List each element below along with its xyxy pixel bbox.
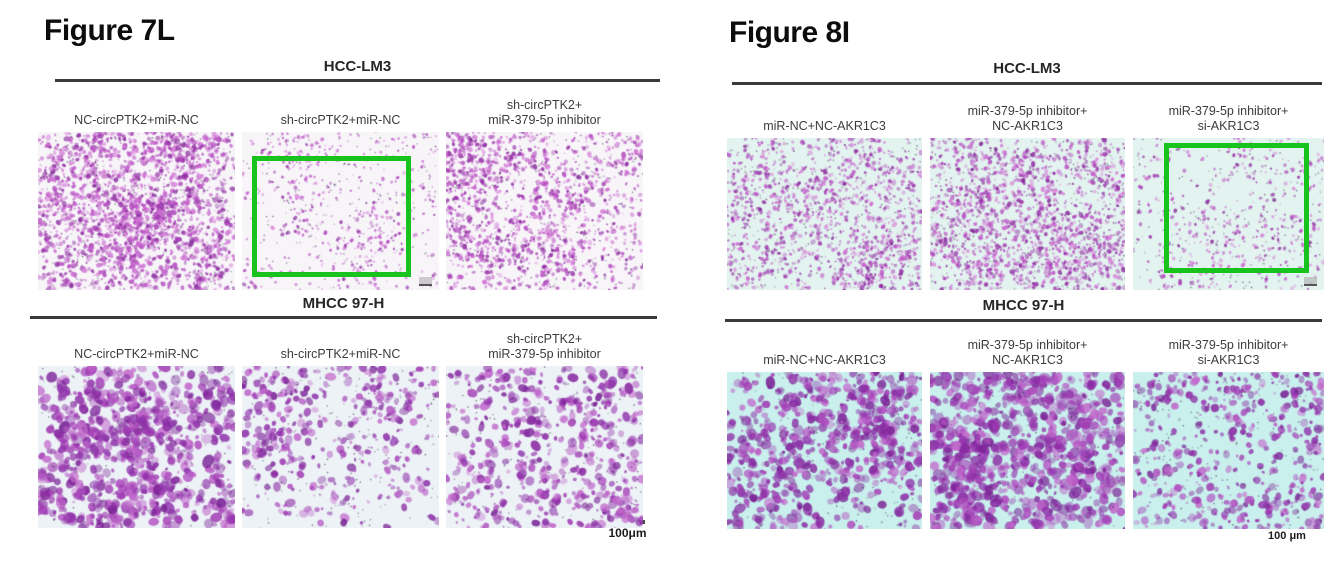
figure-8i-mhcc-97h-underline — [725, 319, 1322, 322]
figure-8i-row2-panel1-micrograph — [727, 372, 922, 529]
figure-7l-row1-panel3-micrograph — [446, 132, 643, 290]
figure-7l-row2-panel3-micrograph — [446, 366, 643, 528]
figure-8i-mhcc-97h-title: MHCC 97-H — [982, 297, 1065, 314]
figure-7l-mhcc-97h-title: MHCC 97-H — [302, 295, 385, 312]
figure-8i-row2-panel2-label: miR-379-5p inhibitor+ NC-AKR1C3 — [967, 337, 1088, 367]
figure-7l-row2-panel1-micrograph — [38, 366, 235, 528]
green-highlight-box — [1163, 142, 1309, 274]
scale-bar-label: 100 μm — [1268, 529, 1306, 542]
figure-8i-row2-panel3-label: miR-379-5p inhibitor+ si-AKR1C3 — [1168, 337, 1289, 367]
figure-8i-row1-panel1-micrograph — [727, 138, 922, 290]
figure-7l-hcc-lm3-underline — [55, 79, 660, 82]
embedded-scale-mark — [1304, 277, 1317, 286]
figure-7l-mhcc-97h-underline — [30, 316, 657, 319]
green-highlight-box — [251, 155, 412, 278]
figure-7l-row2-panel2-label: sh-circPTK2+miR-NC — [280, 346, 401, 361]
scale-bar-label: 100μm — [608, 525, 647, 540]
figure-8i-row1-panel3-label: miR-379-5p inhibitor+ si-AKR1C3 — [1168, 103, 1289, 133]
figure-7l-row1-panel3-label: sh-circPTK2+ miR-379-5p inhibitor — [488, 97, 601, 127]
figure-8i-row2-panel3-micrograph — [1133, 372, 1324, 529]
figure-8i-row2-panel1-label: miR-NC+NC-AKR1C3 — [763, 352, 886, 367]
figure-7l-row1-panel1-micrograph — [38, 132, 235, 290]
figure-8i-row1-panel1-label: miR-NC+NC-AKR1C3 — [763, 118, 886, 133]
embedded-scale-mark — [419, 277, 432, 286]
figure-8i-hcc-lm3-title: HCC-LM3 — [993, 60, 1061, 77]
figure-7l-row2-panel2-micrograph — [242, 366, 439, 528]
figure-7l-title: Figure 7L — [44, 14, 175, 47]
figure-7l-row2-panel1-label: NC-circPTK2+miR-NC — [74, 346, 199, 361]
figure-8i-hcc-lm3-underline — [732, 82, 1322, 85]
figure-7l-row1-panel1-label: NC-circPTK2+miR-NC — [74, 112, 199, 127]
figure-7l-row1-panel2-label: sh-circPTK2+miR-NC — [280, 112, 401, 127]
figure-8i-row1-panel2-label: miR-379-5p inhibitor+ NC-AKR1C3 — [967, 103, 1088, 133]
figure-8i-row1-panel2-micrograph — [930, 138, 1125, 290]
figure-7l-hcc-lm3-title: HCC-LM3 — [323, 58, 392, 75]
figure-7l-row2-panel3-label: sh-circPTK2+ miR-379-5p inhibitor — [488, 331, 601, 361]
figure-8i-title: Figure 8I — [729, 16, 850, 49]
figure-8i-row2-panel2-micrograph — [930, 372, 1125, 529]
